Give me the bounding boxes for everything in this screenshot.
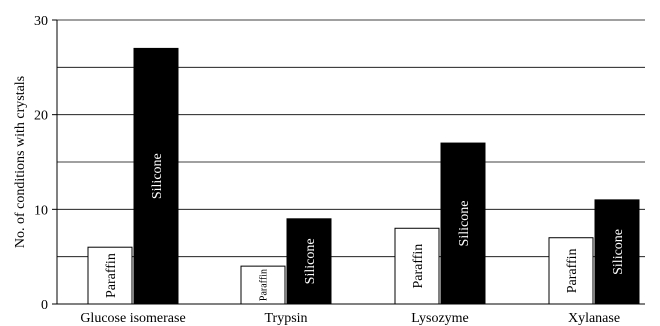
bar-series-label: Silicone	[150, 153, 165, 199]
y-tick-label: 0	[41, 298, 48, 313]
y-tick-label: 10	[34, 203, 48, 218]
x-category-label: Xylanase	[568, 311, 620, 326]
bar-series-label: Silicone	[303, 238, 318, 284]
y-ticks: 0 10 20 30	[34, 14, 57, 313]
bar-silicone	[594, 199, 640, 305]
bar-series-label: Paraffin	[259, 269, 270, 301]
bar-paraffin	[548, 237, 594, 305]
bar-silicone	[286, 218, 332, 305]
bar-series-label: Paraffin	[104, 253, 119, 298]
bar-series-label: Paraffin	[411, 244, 426, 289]
bar-silicone	[133, 47, 179, 305]
x-category-label: Trypsin	[264, 311, 307, 326]
x-category-label: Lysozyme	[411, 311, 469, 326]
bar-paraffin	[394, 227, 440, 305]
y-tick-label: 20	[34, 109, 48, 124]
bar-series-label: Silicone	[457, 201, 472, 247]
x-category-labels: Glucose isomerase Trypsin Lysozyme Xylanase	[80, 311, 620, 326]
bar-silicone	[440, 142, 486, 305]
y-tick-label: 30	[34, 14, 48, 29]
bar-series-label: Paraffin	[565, 248, 580, 293]
y-axis-label: No. of conditions with crystals	[13, 76, 28, 248]
x-category-label: Glucose isomerase	[80, 311, 185, 326]
axes	[56, 20, 645, 305]
bar-series-label: Silicone	[611, 229, 626, 275]
bar-paraffin	[240, 265, 286, 305]
bars: Paraffin Silicone Paraffin Silicone Paraffin…	[87, 47, 640, 305]
